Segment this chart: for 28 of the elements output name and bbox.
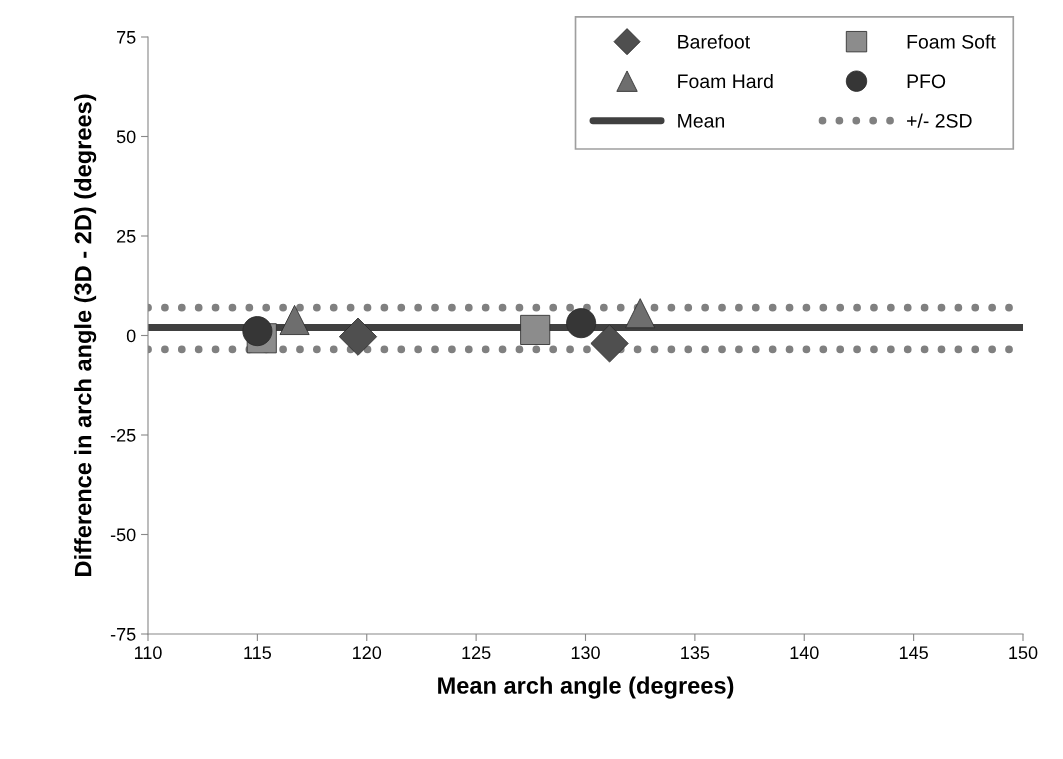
- legend-label: Mean: [678, 114, 724, 128]
- point: [625, 298, 656, 329]
- x-tick-label: 140: [790, 646, 819, 660]
- legend-label: Foam Soft: [907, 34, 996, 49]
- legend-label: Barefoot: [678, 34, 750, 49]
- y-axis-title: Difference in arch angle (3D - 2D) (degrees): [74, 94, 97, 576]
- point: [338, 317, 378, 356]
- legend-label: PFO: [907, 74, 946, 89]
- x-tick-label: 125: [462, 646, 491, 660]
- legend-label: Foam Hard: [678, 73, 773, 89]
- x-tick-label: 120: [353, 646, 382, 660]
- y-tick-label: 75: [117, 31, 136, 44]
- point: [590, 324, 629, 363]
- x-tick-label: 130: [571, 646, 600, 660]
- y-tick-label: 25: [117, 229, 136, 243]
- y-tick-label: 0: [126, 329, 136, 343]
- x-tick-label: 150: [1009, 646, 1038, 660]
- x-tick-label: 145: [899, 646, 928, 660]
- x-tick-label: 135: [681, 646, 710, 660]
- x-tick-label: 115: [244, 646, 272, 660]
- y-tick-label: -50: [110, 528, 136, 542]
- x-tick-label: 110: [134, 646, 162, 660]
- y-tick-label: -75: [110, 628, 136, 641]
- point: [520, 314, 551, 345]
- legend-label: +/- 2SD: [907, 113, 972, 128]
- y-tick-label: -25: [110, 428, 136, 442]
- y-tick-label: 50: [116, 130, 136, 144]
- x-axis-title: Mean arch angle (degrees): [438, 676, 734, 699]
